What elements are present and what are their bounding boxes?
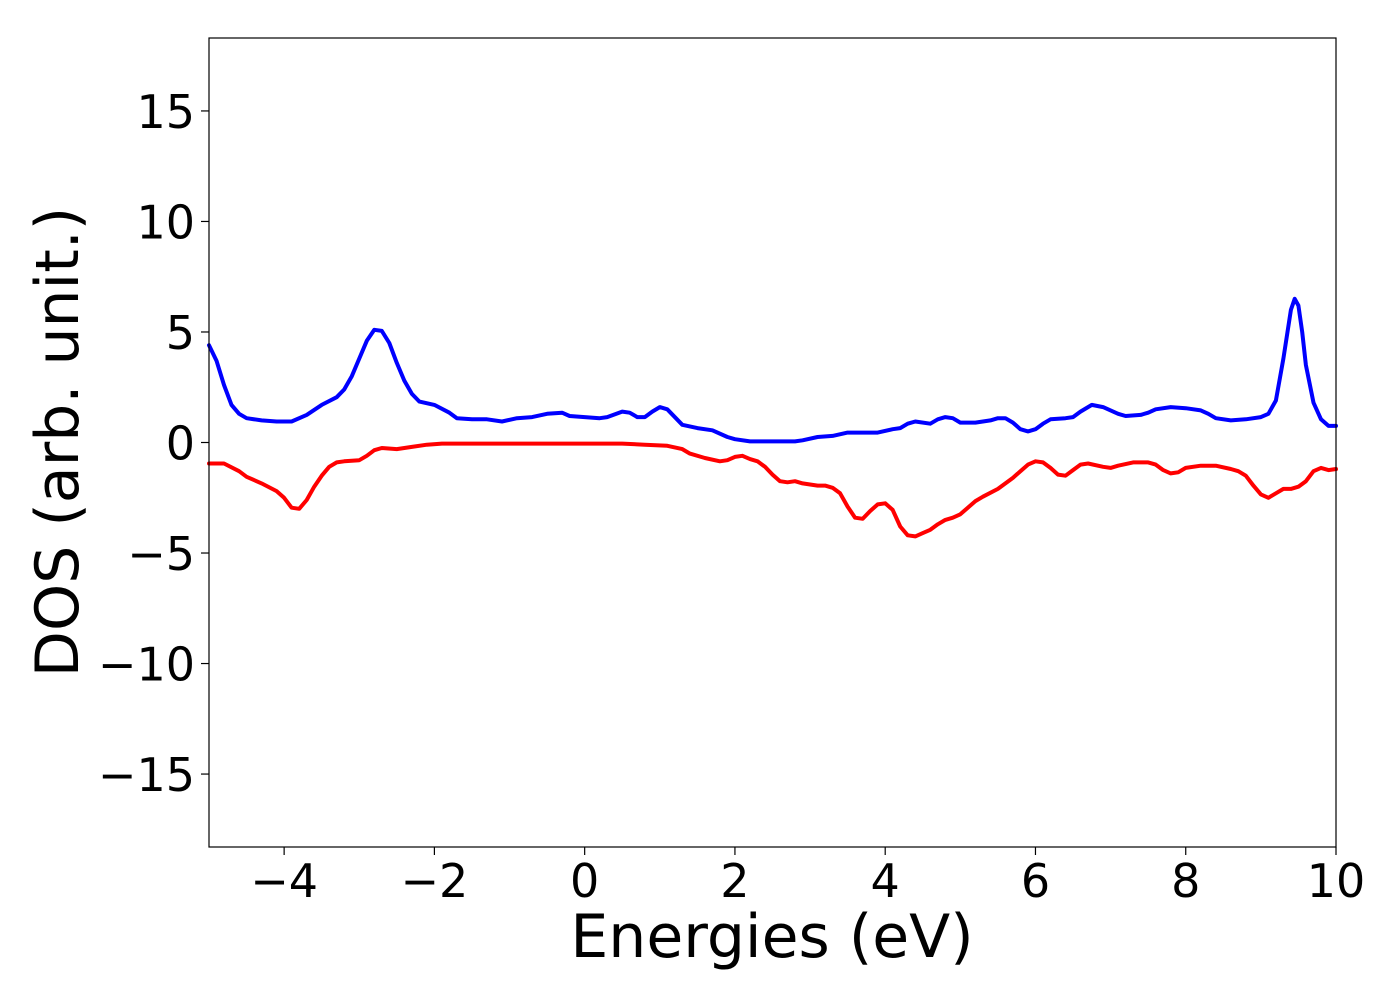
- y-tick-label: 5: [166, 306, 195, 360]
- y-axis-label: DOS (arb. unit.): [23, 207, 93, 677]
- x-tick-label: 2: [720, 854, 749, 908]
- y-tick-label: −15: [98, 748, 195, 802]
- y-tick-label: −5: [127, 527, 195, 581]
- x-tick-label: 10: [1307, 854, 1366, 908]
- x-tick-label: 0: [570, 854, 599, 908]
- series-layer: [207, 296, 1338, 539]
- x-tick-label: 8: [1171, 854, 1200, 908]
- x-tick-label: 6: [1021, 854, 1050, 908]
- x-tick-label: −2: [400, 854, 468, 908]
- y-tick-label: 15: [136, 85, 195, 139]
- y-axis-ticks: 15 10 5 0 −5 −10 −15: [98, 85, 209, 802]
- x-tick-label: 4: [871, 854, 900, 908]
- series-line-1: [207, 296, 1338, 444]
- x-tick-label: −4: [250, 854, 318, 908]
- y-tick-label: 10: [136, 195, 195, 249]
- y-tick-label: 0: [166, 417, 195, 471]
- y-tick-label: −10: [98, 638, 195, 692]
- series-line-2: [207, 441, 1338, 539]
- x-axis-ticks: −4 −2 0 2 4 6 8 10: [250, 847, 1365, 908]
- x-axis-label: Energies (eV): [570, 902, 973, 972]
